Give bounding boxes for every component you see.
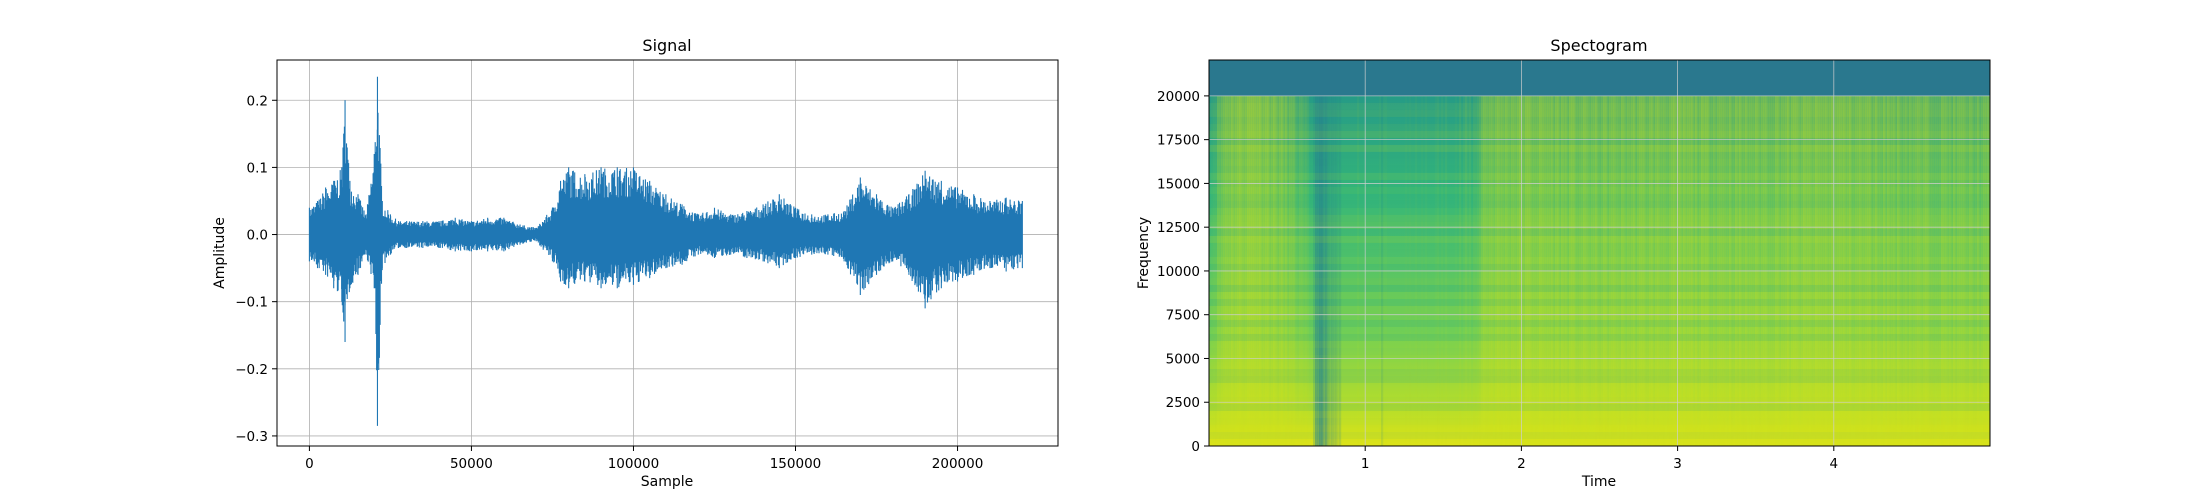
signal-waveform <box>308 76 1023 426</box>
spectrogram-band <box>1209 431 1990 439</box>
spectrogram-x-ticks: 1 2 3 4 <box>1361 446 1838 472</box>
spectrogram-band <box>1209 375 1990 383</box>
spectrogram-y-tick-label: 0 <box>1191 439 1200 455</box>
spectrogram-cutoff-region <box>1209 60 1990 96</box>
signal-x-tick-label: 0 <box>305 456 314 472</box>
spectrogram-band <box>1209 397 1990 404</box>
spectrogram-band <box>1209 235 1990 243</box>
spectrogram-y-tick-label: 10000 <box>1157 264 1200 280</box>
spectrogram-band <box>1209 208 1990 215</box>
signal-title: Signal <box>642 36 691 55</box>
spectrogram-y-tick-label: 17500 <box>1157 133 1200 149</box>
spectrogram-band <box>1209 144 1990 152</box>
spectrogram-x-tick-label: 2 <box>1517 456 1526 472</box>
signal-x-tick-label: 100000 <box>608 456 660 472</box>
signal-x-tick-label: 200000 <box>932 456 984 472</box>
spectrogram-band <box>1209 305 1990 313</box>
spectrogram-band <box>1209 333 1990 341</box>
spectrogram-chart: 1 2 3 4 0 2500 5000 7500 10000 12500 15000 17500 20… <box>1136 36 1991 490</box>
spectrogram-title: Spectogram <box>1550 36 1647 55</box>
spectrogram-band <box>1209 151 1990 159</box>
spectrogram-band <box>1209 277 1990 285</box>
spectrogram-band <box>1209 165 1990 173</box>
spectrogram-band <box>1209 172 1990 180</box>
spectrogram-band <box>1209 200 1990 208</box>
spectrogram-band <box>1209 193 1990 201</box>
spectrogram-plot-frame <box>1208 59 1991 447</box>
spectrogram-band <box>1209 270 1990 278</box>
spectrogram-band <box>1209 348 1990 355</box>
signal-y-axis-label: Amplitude <box>212 217 228 289</box>
spectrogram-band <box>1209 186 1990 194</box>
spectrogram-band <box>1209 256 1990 264</box>
spectrogram-x-tick-label: 4 <box>1830 456 1839 472</box>
signal-y-tick-label: −0.3 <box>235 429 268 445</box>
spectrogram-band <box>1209 102 1990 110</box>
spectrogram-y-tick-label: 12500 <box>1157 220 1200 236</box>
spectrogram-band <box>1209 361 1990 369</box>
signal-x-axis-label: Sample <box>641 474 694 490</box>
spectrogram-band <box>1209 249 1990 257</box>
spectrogram-y-tick-label: 2500 <box>1166 395 1200 411</box>
spectrogram-band <box>1209 159 1990 166</box>
signal-y-tick-label: 0.1 <box>247 160 268 176</box>
spectrogram-y-tick-label: 7500 <box>1166 308 1200 324</box>
spectrogram-y-tick-label: 15000 <box>1157 176 1200 192</box>
signal-plot-frame <box>276 59 1059 447</box>
spectrogram-band <box>1209 403 1990 411</box>
signal-y-tick-label: −0.1 <box>235 295 268 311</box>
spectrogram-band <box>1209 298 1990 306</box>
spectrogram-band <box>1209 340 1990 348</box>
spectrogram-x-axis-label: Time <box>1581 474 1616 490</box>
spectrogram-heatmap <box>1209 60 1990 446</box>
spectrogram-y-axis-label: Frequency <box>1136 217 1152 289</box>
signal-y-ticks: −0.3 −0.2 −0.1 0.0 0.1 0.2 <box>235 93 277 445</box>
signal-y-tick-label: −0.2 <box>235 362 268 378</box>
spectrogram-band <box>1209 410 1990 418</box>
spectrogram-band <box>1209 117 1990 124</box>
signal-y-tick-label: 0.0 <box>247 228 268 244</box>
spectrogram-band <box>1209 123 1990 131</box>
spectrogram-band <box>1209 291 1990 299</box>
spectrogram-y-tick-label: 20000 <box>1157 89 1200 105</box>
spectrogram-band <box>1209 137 1990 145</box>
spectrogram-band <box>1209 424 1990 432</box>
spectrogram-band <box>1209 284 1990 292</box>
spectrogram-band <box>1209 221 1990 229</box>
spectrogram-x-tick-label: 3 <box>1673 456 1682 472</box>
spectrogram-band <box>1209 418 1990 425</box>
spectrogram-band <box>1209 312 1990 320</box>
spectrogram-band <box>1209 327 1990 334</box>
signal-x-tick-label: 150000 <box>770 456 822 472</box>
spectrogram-band <box>1209 390 1990 397</box>
spectrogram-y-ticks: 0 2500 5000 7500 10000 12500 15000 17500 20000 <box>1157 89 1209 455</box>
spectrogram-band <box>1209 96 1990 103</box>
signal-line <box>308 76 1023 426</box>
spectrogram-band <box>1209 319 1990 327</box>
signal-x-ticks: 0 50000 100000 150000 200000 <box>305 446 983 472</box>
signal-y-tick-label: 0.2 <box>247 93 268 109</box>
spectrogram-band <box>1209 368 1990 376</box>
spectrogram-band <box>1209 109 1990 117</box>
spectrogram-body <box>1209 60 1990 446</box>
spectrogram-band <box>1209 382 1990 390</box>
spectrogram-y-tick-label: 5000 <box>1166 351 1200 367</box>
spectrogram-band <box>1209 130 1990 138</box>
spectrogram-band <box>1209 243 1990 250</box>
signal-x-tick-label: 50000 <box>450 456 493 472</box>
spectrogram-band <box>1209 214 1990 222</box>
signal-chart: 0 50000 100000 150000 200000 −0.3 −0.2 −0.1 0.0… <box>212 36 1059 490</box>
spectrogram-band <box>1209 263 1990 271</box>
spectrogram-band <box>1209 228 1990 236</box>
spectrogram-x-tick-label: 1 <box>1361 456 1370 472</box>
